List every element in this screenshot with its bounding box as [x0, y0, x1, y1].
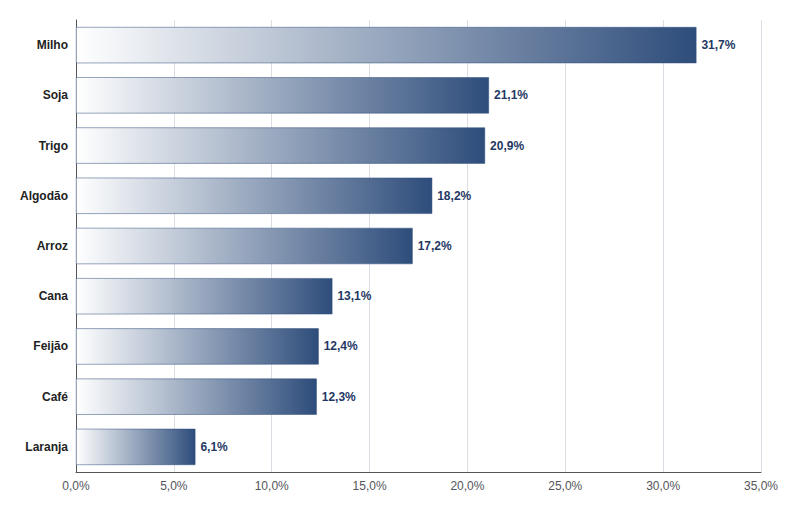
svg-text:12,3%: 12,3%: [322, 390, 356, 404]
svg-text:Soja: Soja: [43, 88, 69, 102]
svg-text:21,1%: 21,1%: [494, 88, 528, 102]
svg-text:25,0%: 25,0%: [548, 479, 582, 493]
svg-text:35,0%: 35,0%: [744, 479, 778, 493]
svg-text:13,1%: 13,1%: [337, 289, 371, 303]
svg-text:Algodão: Algodão: [20, 189, 68, 203]
svg-text:20,0%: 20,0%: [450, 479, 484, 493]
svg-text:5,0%: 5,0%: [160, 479, 188, 493]
svg-text:Cana: Cana: [39, 289, 69, 303]
svg-text:30,0%: 30,0%: [646, 479, 680, 493]
svg-text:0,0%: 0,0%: [62, 479, 90, 493]
svg-text:15,0%: 15,0%: [353, 479, 387, 493]
svg-text:Feijão: Feijão: [33, 339, 68, 353]
svg-text:6,1%: 6,1%: [200, 440, 228, 454]
svg-text:Milho: Milho: [37, 38, 68, 52]
svg-text:17,2%: 17,2%: [418, 239, 452, 253]
svg-text:12,4%: 12,4%: [324, 339, 358, 353]
svg-text:Laranja: Laranja: [25, 440, 68, 454]
svg-text:18,2%: 18,2%: [437, 189, 471, 203]
svg-text:20,9%: 20,9%: [490, 139, 524, 153]
svg-text:31,7%: 31,7%: [701, 38, 735, 52]
svg-text:Trigo: Trigo: [39, 139, 68, 153]
svg-text:Arroz: Arroz: [37, 239, 68, 253]
svg-text:Café: Café: [42, 390, 68, 404]
svg-text:10,0%: 10,0%: [255, 479, 289, 493]
